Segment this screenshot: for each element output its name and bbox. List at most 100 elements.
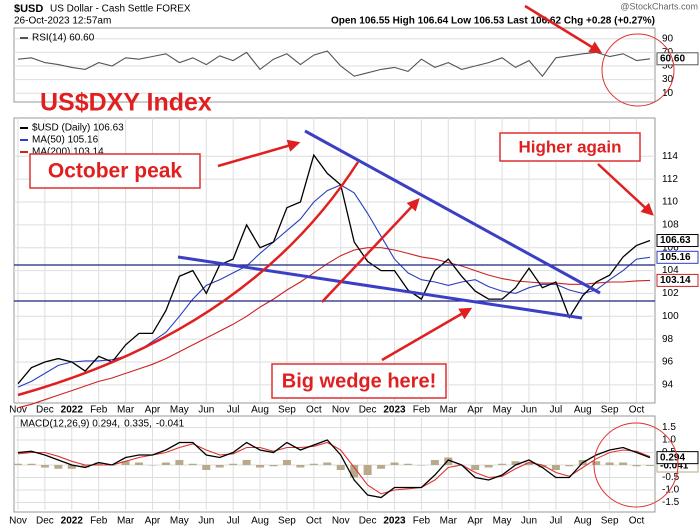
x-tick-label: Apr (467, 516, 483, 527)
x-tick-label: May (170, 405, 189, 416)
annotation: Higher again (519, 137, 622, 156)
histogram-bar (14, 463, 22, 465)
x-tick-label: Oct (306, 516, 322, 527)
x-tick-label: Feb (413, 516, 431, 527)
y-tick-label: 10 (662, 88, 674, 99)
macd-panel (13, 415, 656, 513)
x-tick-label: Sep (278, 405, 296, 416)
x-tick-label: Dec (359, 516, 377, 527)
histogram-bar (350, 465, 359, 478)
histogram-bar (242, 460, 251, 465)
y-tick-label: 94 (662, 379, 674, 390)
histogram-bar (390, 462, 399, 465)
histogram-bar (592, 461, 601, 465)
histogram-bar (148, 465, 157, 466)
y-tick-label: 104 (662, 265, 679, 276)
value-label-box (656, 234, 699, 248)
legend-entry: MA(50) 105.16 (32, 135, 99, 146)
header: $USD US Dollar - Cash Settle FOREX 26-Oc… (14, 1, 698, 26)
histogram-bar (511, 461, 520, 465)
date: 26-Oct-2023 12:57am (14, 16, 111, 27)
y-tick-label: 114 (662, 151, 678, 162)
histogram-bar (40, 465, 49, 468)
x-tick-label: May (493, 516, 512, 527)
arrow (217, 139, 301, 168)
instrument-name: US Dollar - Cash Settle FOREX (50, 4, 191, 15)
x-tick-label: May (170, 516, 189, 527)
x-tick-label: Aug (251, 405, 269, 416)
y-tick-label: -1.0 (662, 485, 680, 496)
histogram-bar (471, 465, 480, 470)
source: @StockCharts.com (620, 1, 698, 11)
annotation-box (499, 132, 641, 162)
legend-entry: MA(200) 103.14 (32, 147, 104, 158)
histogram-bar (646, 465, 654, 467)
x-tick-label: Dec (36, 405, 54, 416)
annotations: US$DXY Index October peak Higher again B… (14, 4, 679, 508)
annotation: October peak (48, 160, 183, 183)
index-title: US$DXY Index (40, 89, 212, 117)
y-tick-label: 102 (662, 288, 679, 299)
x-tick-label: Aug (251, 516, 269, 527)
annotation: Big wedge here! (282, 370, 436, 392)
histogram-bar (403, 463, 412, 465)
x-tick-label: Feb (90, 516, 108, 527)
x-tick-label: Jun (198, 405, 214, 416)
value-label-box (656, 250, 699, 264)
highlight-circle (601, 33, 675, 107)
y-tick-label: 110 (662, 197, 678, 208)
x-tick-label: 2023 (383, 405, 406, 416)
x-tick-label: Sep (601, 405, 619, 416)
histogram-bar (67, 465, 76, 469)
histogram-bar (135, 462, 144, 465)
y-tick-label: 50 (662, 61, 674, 72)
x-tick-label: Oct (629, 405, 645, 416)
x-tick-label: Jun (521, 405, 537, 416)
histogram-bar (632, 465, 641, 467)
x-tick-label: Nov (9, 516, 27, 527)
histogram-bar (484, 465, 493, 468)
rsi-panel (13, 27, 656, 103)
annotation-box (271, 363, 447, 399)
histogram-bar (296, 465, 305, 468)
x-tick-label: Feb (90, 405, 108, 416)
x-tick-label: Nov (9, 405, 27, 416)
x-tick-label: Dec (359, 405, 377, 416)
x-tick-label: 2023 (383, 516, 406, 527)
x-tick-label: Sep (278, 516, 296, 527)
y-tick-label: 106 (662, 242, 679, 253)
histogram-bar (377, 465, 386, 469)
legend-entry: 0.335, (124, 419, 152, 430)
histogram-bar (444, 457, 453, 465)
histogram-bar (336, 465, 345, 470)
annotation-box (29, 153, 201, 189)
quote: Open 106.55 High 106.64 Low 106.53 Last … (331, 16, 655, 27)
y-tick-label: 100 (662, 311, 679, 322)
value-label: 106.63 (660, 235, 691, 246)
arrow (381, 307, 473, 362)
y-tick-label: 1.0 (662, 435, 676, 446)
y-tick-label: 30 (662, 74, 674, 85)
highlight-circle (593, 422, 679, 508)
series-line (17, 247, 651, 409)
histogram-bar (27, 463, 36, 465)
series-line (17, 153, 651, 385)
histogram-bar (94, 462, 103, 465)
y-tick-label: 96 (662, 357, 674, 368)
value-label: 103.14 (660, 275, 691, 286)
y-tick-label: 98 (662, 334, 674, 345)
histogram-bar (161, 462, 170, 465)
histogram-bar (605, 462, 614, 465)
value-label: 0.294 (660, 452, 685, 463)
value-label-box (656, 52, 699, 66)
y-tick-label: 108 (662, 219, 679, 230)
wedge-lower (177, 255, 583, 320)
x-tick-label: Mar (117, 405, 135, 416)
x-tick-label: Apr (467, 405, 483, 416)
histogram-bar (498, 463, 507, 465)
x-tick-label: May (493, 405, 512, 416)
x-tick-label: Mar (440, 516, 458, 527)
histogram-bar (256, 465, 265, 468)
x-tick-label: Oct (629, 516, 645, 527)
